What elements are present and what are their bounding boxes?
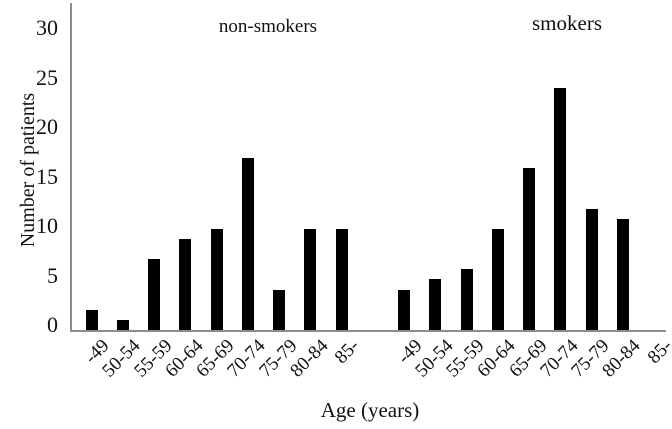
bar-smokers-50-54 [429, 279, 442, 330]
bar-smokers-65-69 [523, 168, 535, 330]
y-tick-label-20: 20 [36, 114, 58, 139]
bar-non-smokers-70-74 [241, 158, 254, 330]
y-tick-label-0: 0 [47, 312, 58, 337]
y-axis-line [70, 3, 72, 331]
bar-smokers-70-74 [554, 88, 567, 330]
y-tick-label-15: 15 [36, 163, 58, 189]
bar-non-smokers-50-54 [116, 320, 129, 330]
x-axis-line [70, 330, 666, 332]
y-tick-label-30: 30 [36, 15, 58, 40]
group-label-smokers: smokers [532, 11, 602, 35]
bar-non-smokers-75-79 [273, 290, 285, 330]
bar-non-smokers-85- [335, 229, 348, 330]
bar-smokers-80-84 [616, 219, 629, 330]
bar-smokers-60-64 [491, 229, 504, 330]
bar-smokers-55-59 [460, 269, 473, 330]
group-label-non-smokers: non-smokers [218, 16, 318, 37]
bar-non-smokers-65-69 [210, 229, 223, 330]
x-tick-label-non-smokers-85-: 85- [330, 335, 364, 369]
bar-smokers--49 [398, 290, 410, 330]
bar-non-smokers-80-84 [304, 229, 317, 330]
y-tick-label-25: 25 [36, 64, 58, 90]
y-tick-label-5: 5 [47, 262, 58, 288]
y-tick-label-10: 10 [36, 213, 58, 238]
bar-non-smokers-60-64 [179, 239, 192, 330]
bar-smokers-75-79 [585, 209, 598, 330]
x-axis-title: Age (years) [320, 398, 420, 422]
x-tick-label-smokers-85-: 85- [643, 335, 672, 369]
bar-non-smokers--49 [85, 310, 98, 330]
bar-non-smokers-55-59 [148, 259, 160, 330]
